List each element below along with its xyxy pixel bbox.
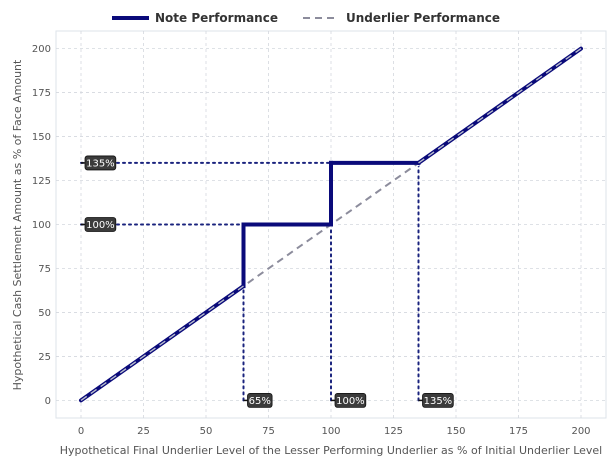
y-tick-label: 150 (32, 132, 51, 143)
annotation-label: 100% (336, 396, 365, 407)
x-tick-label: 125 (384, 426, 403, 437)
x-axis-label: Hypothetical Final Underlier Level of th… (60, 444, 603, 457)
x-tick-label: 25 (137, 426, 150, 437)
y-tick-label: 200 (32, 44, 51, 55)
series-lines (79, 46, 583, 403)
x-tick-label: 50 (200, 426, 213, 437)
legend-note-label: Note Performance (155, 11, 278, 25)
y-tick-label: 100 (32, 220, 51, 231)
legend: Note Performance Underlier Performance (112, 11, 500, 25)
y-tick-label: 25 (38, 352, 51, 363)
annotation-label: 135% (86, 159, 115, 170)
annotation-label: 100% (86, 220, 115, 231)
y-tick-label: 50 (38, 308, 51, 319)
legend-underlier-label: Underlier Performance (346, 11, 500, 25)
y-axis-label: Hypothetical Cash Settlement Amount as %… (11, 59, 24, 390)
y-tick-label: 125 (32, 176, 51, 187)
annotation-tag (84, 155, 117, 171)
annotations: 135% 100% 65% 100% 135% (81, 155, 454, 408)
underlier-overlay-dash (80, 285, 244, 401)
annotation-label: 65% (249, 396, 271, 407)
annotation-label: 135% (424, 396, 453, 407)
x-axis-ticks: 0 25 50 75 100 125 150 175 200 (78, 426, 591, 437)
y-tick-label: 75 (38, 264, 51, 275)
annotation-tag (247, 393, 273, 408)
x-tick-label: 100 (321, 426, 340, 437)
y-tick-label: 0 (45, 396, 51, 407)
y-tick-label: 175 (32, 88, 51, 99)
x-tick-label: 75 (262, 426, 275, 437)
x-tick-label: 175 (509, 426, 528, 437)
x-tick-label: 150 (446, 426, 465, 437)
annotation-tag (334, 393, 367, 408)
x-tick-label: 0 (78, 426, 84, 437)
underlier-overlay-dash (418, 48, 582, 164)
annotation-tag (84, 217, 117, 232)
y-axis-ticks: 0 25 50 75 100 125 150 175 200 (32, 44, 51, 407)
annotation-tag (422, 393, 454, 408)
x-tick-label: 200 (571, 426, 590, 437)
